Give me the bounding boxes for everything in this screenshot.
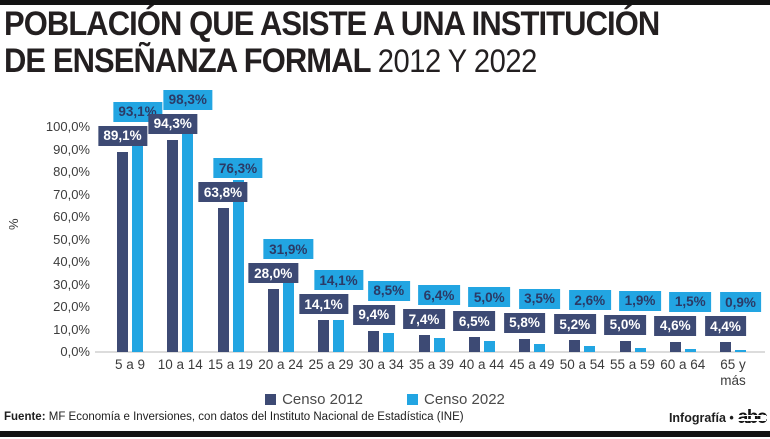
bar-label-censo-2022: 5,0% [468,287,511,308]
bar-label-censo-2022: 76,3% [213,158,263,179]
top-border [0,0,770,5]
bar-label-censo-2012: 94,3% [148,113,198,134]
x-axis-label: 35 a 39 [408,357,455,372]
credit-label: Infografía • [668,410,734,425]
bar-censo-2012 [720,342,731,352]
x-axis-label: 45 a 49 [509,357,555,372]
y-axis-tick-label: 80,0% [53,164,90,179]
page-title-line2-text: DE ENSEÑANZA FORMAL [4,42,371,80]
bar-censo-2022 [634,347,646,352]
x-axis-label: 50 a 54 [559,357,605,372]
bar-label-censo-2012: 6,5% [453,311,496,332]
bar-label-censo-2022: 8,5% [367,280,410,301]
bar-censo-2012 [569,340,581,352]
bar-censo-2022 [383,332,395,352]
legend-label: Censo 2012 [282,391,363,408]
x-axis-label: 40 a 44 [459,357,505,372]
x-axis-label: 25 a 29 [308,357,354,372]
bar-censo-2012 [519,338,530,352]
source-label: Fuente: [4,411,46,423]
x-axis-label: 30 a 34 [358,357,404,372]
bar-label-censo-2022: 98,3% [163,89,213,110]
legend-item-censo-2012: Censo 2012 [265,391,363,408]
y-axis-tick-label: 60,0% [53,209,90,224]
bar-label-censo-2012: 5,8% [503,312,546,333]
page-title-line1: POBLACIÓN QUE ASISTE A UNA INSTITUCIÓN [4,5,660,43]
bar-label-censo-2012: 4,6% [654,315,697,336]
x-axis-label: 10 a 14 [157,357,203,372]
legend-swatch [407,394,418,405]
bar-label-censo-2012: 5,0% [604,314,646,335]
y-axis-tick-label: 70,0% [53,186,90,202]
bar-label-censo-2022: 6,4% [418,285,460,306]
source-note: Fuente: MF Economía e Inversiones, con d… [4,411,464,423]
bar-censo-2022 [584,346,596,352]
bar-label-censo-2012: 63,8% [198,182,248,203]
source-text: MF Economía e Inversiones, con datos del… [48,411,464,423]
bar-censo-2022 [232,180,244,352]
bar-label-censo-2022: 1,5% [669,291,712,312]
bar-censo-2022 [534,344,545,352]
bar-label-censo-2012: 5,2% [553,314,596,335]
bar-label-censo-2012: 9,4% [352,304,395,325]
bar-censo-2022 [282,280,294,352]
y-axis-tick-label: 50,0% [53,231,90,247]
bar-label-censo-2012: 7,4% [403,309,445,330]
x-axis-label: 5 a 9 [114,357,146,372]
bar-label-censo-2022: 14,1% [313,270,364,291]
y-axis-tick-label: 0,0% [60,344,90,359]
page-title-line2: DE ENSEÑANZA FORMAL 2012 Y 2022 [4,44,537,78]
bar-label-censo-2022: 31,9% [263,239,313,259]
bar-label-censo-2012: 4,4% [704,316,747,337]
bar-censo-2022 [735,349,746,352]
legend-swatch [265,394,277,405]
x-axis-label: 55 a 59 [609,357,656,372]
bar-censo-2012 [117,151,128,352]
bar-censo-2012 [217,208,229,352]
bar-censo-2022 [433,337,445,352]
bottom-border [0,431,770,437]
x-axis-line [95,351,765,353]
y-axis-tick-label: 40,0% [53,254,90,269]
x-axis-label: 60 a 64 [660,357,706,372]
bar-censo-2022 [483,340,495,352]
x-axis-label: 65 y más [720,357,746,389]
bar-label-censo-2022: 3,5% [518,288,561,309]
credit-note: Infografía • abc [668,407,768,428]
bar-label-censo-2012: 89,1% [97,125,148,146]
bar-label-censo-2012: 28,0% [248,263,298,283]
legend-item-censo-2022: Censo 2022 [407,391,505,408]
y-axis-tick-label: 100,0% [45,119,90,134]
y-axis-tick-label: 30,0% [53,276,90,292]
bar-label-censo-2022: 0,9% [719,292,762,313]
legend-label: Censo 2022 [424,391,505,408]
legend: Censo 2012 Censo 2022 [0,391,770,408]
bar-censo-2012 [669,341,681,352]
y-axis-tick-label: 20,0% [53,299,90,314]
abc-logo: abc [737,407,768,428]
bar-censo-2012 [468,337,480,352]
bar-censo-2012 [318,320,329,352]
bar-label-censo-2022: 1,9% [619,290,661,311]
bar-label-censo-2022: 2,6% [568,290,611,311]
title-year: 2012 Y 2022 [377,43,538,79]
x-axis-label: 20 a 24 [258,357,304,372]
bar-censo-2022 [333,320,344,352]
bar-censo-2012 [368,330,380,352]
bar-censo-2012 [167,139,179,352]
bar-censo-2012 [418,335,430,352]
y-axis-tick-label: 10,0% [53,321,90,337]
bar-censo-2012 [619,340,631,352]
bar-censo-2022 [182,130,194,352]
bar-censo-2022 [132,142,143,352]
x-axis-label: 15 a 19 [207,357,254,372]
bar-censo-2012 [267,289,279,352]
bar-label-censo-2012: 14,1% [298,294,349,315]
bar-censo-2022 [684,348,696,352]
y-axis-tick-label: 90,0% [53,141,90,157]
